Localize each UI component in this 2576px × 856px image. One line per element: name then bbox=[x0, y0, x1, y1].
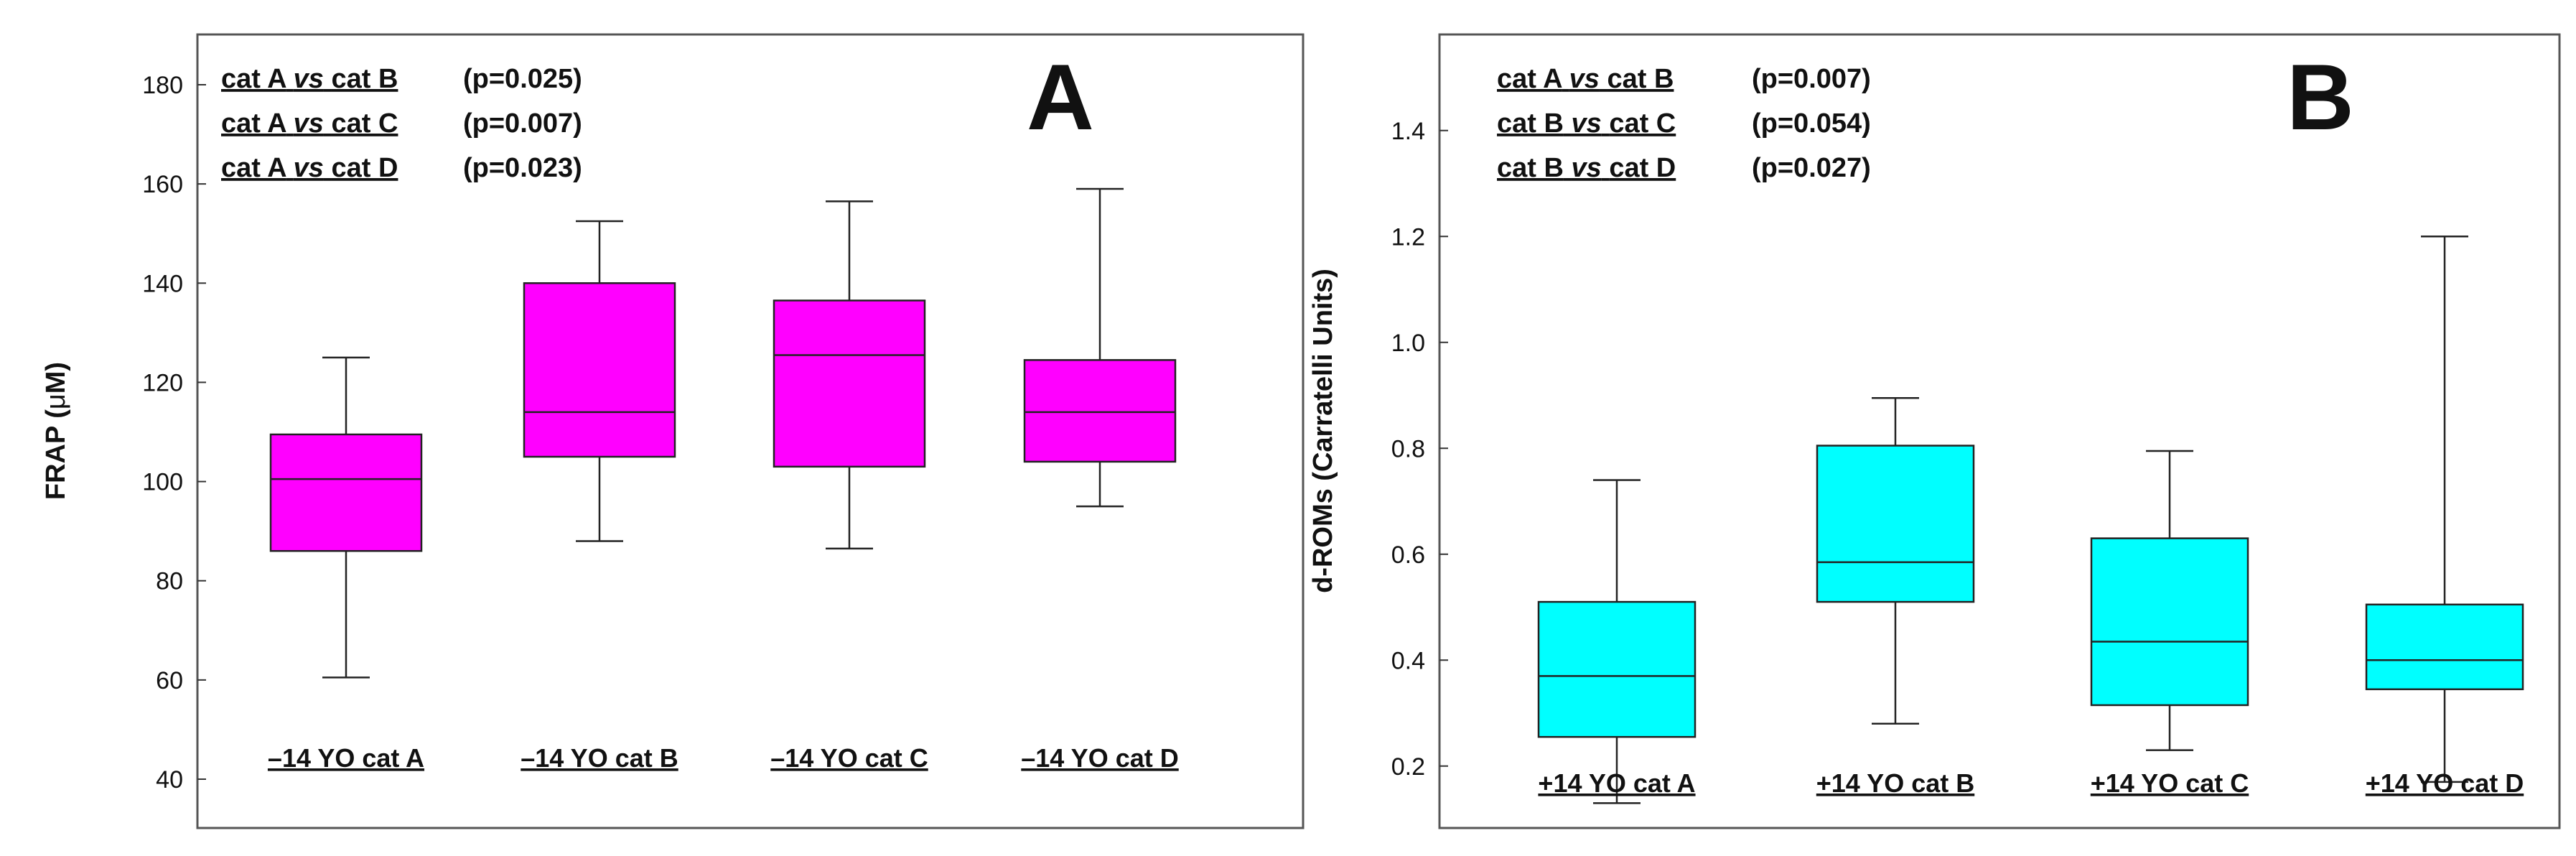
y-tick-label: 1.4 bbox=[1391, 118, 1425, 145]
comparison-vs: vs bbox=[294, 64, 324, 94]
comparison-p-value: (p=0.025) bbox=[463, 64, 582, 94]
y-axis-title-part: FRAP ( bbox=[41, 409, 71, 500]
comparison-line: cat A vs cat B bbox=[221, 64, 398, 94]
comparison-line: cat A vs cat B bbox=[1497, 64, 1674, 94]
y-axis-title: FRAP (μM) bbox=[41, 362, 71, 500]
comparison-group-2: cat B bbox=[332, 64, 398, 94]
y-tick-label: 100 bbox=[142, 469, 183, 496]
comparison-vs: vs bbox=[1571, 108, 1601, 139]
category-label: –14 YO cat D bbox=[1021, 743, 1178, 773]
box-group-1: –14 YO cat A bbox=[268, 356, 424, 773]
comparison-group-1: cat B bbox=[1497, 108, 1564, 139]
panel-B: 0.00.20.40.60.81.01.21.4d-ROMs (Carratel… bbox=[1308, 33, 2561, 829]
plot-frame bbox=[196, 33, 1305, 829]
comparison-group-1: cat A bbox=[1497, 64, 1562, 94]
comparison-line: cat B vs cat D bbox=[1497, 153, 1676, 183]
comparison-group-2: cat C bbox=[332, 108, 398, 139]
comparison-space bbox=[1562, 64, 1569, 94]
y-tick-label: 1.0 bbox=[1391, 330, 1425, 357]
panel-letter: A bbox=[1027, 45, 1094, 149]
comparison-space bbox=[324, 64, 332, 94]
box-group-4: +14 YO cat D bbox=[2365, 236, 2524, 798]
plot-frame bbox=[1438, 33, 2561, 829]
category-label: –14 YO cat B bbox=[521, 743, 678, 773]
comparison-space bbox=[1564, 153, 1572, 183]
box-iqr bbox=[773, 299, 926, 468]
comparison-group-2: cat D bbox=[332, 153, 398, 183]
comparison-space bbox=[1600, 64, 1607, 94]
category-label: –14 YO cat C bbox=[770, 743, 928, 773]
y-tick-label: 160 bbox=[142, 171, 183, 198]
box-iqr bbox=[1023, 359, 1177, 463]
comparison-space bbox=[286, 108, 294, 139]
comparison-space bbox=[286, 153, 294, 183]
y-tick-label: 80 bbox=[156, 568, 183, 595]
box-group-3: –14 YO cat C bbox=[770, 200, 928, 773]
comparison-group-2: cat D bbox=[1609, 153, 1676, 183]
comparison-space bbox=[286, 64, 294, 94]
y-axis-title-part: M) bbox=[41, 362, 71, 394]
category-label: +14 YO cat B bbox=[1816, 768, 1974, 798]
y-tick-label: 60 bbox=[156, 667, 183, 694]
comparison-p-value: (p=0.007) bbox=[1752, 64, 1871, 94]
comparison-group-2: cat B bbox=[1607, 64, 1674, 94]
y-tick-label: 140 bbox=[142, 270, 183, 297]
category-label: –14 YO cat A bbox=[268, 743, 424, 773]
box-iqr bbox=[1537, 600, 1697, 738]
comparison-group-1: cat A bbox=[221, 153, 286, 183]
y-tick-label: 0.8 bbox=[1391, 435, 1425, 462]
box-iqr bbox=[2365, 603, 2524, 691]
y-axis-title: d-ROMs (Carratelli Units) bbox=[1308, 269, 1338, 593]
comparison-vs: vs bbox=[294, 108, 324, 139]
y-tick-label: 40 bbox=[156, 766, 183, 794]
panel-letter: B bbox=[2287, 45, 2354, 149]
category-label: +14 YO cat C bbox=[2091, 768, 2249, 798]
box-iqr bbox=[523, 282, 676, 458]
comparison-vs: vs bbox=[1569, 64, 1600, 94]
comparison-space bbox=[1602, 153, 1610, 183]
box-iqr bbox=[269, 433, 423, 552]
y-tick-label: 120 bbox=[142, 369, 183, 396]
comparison-p-value: (p=0.023) bbox=[463, 153, 582, 183]
comparison-line: cat A vs cat C bbox=[221, 108, 398, 139]
comparison-p-value: (p=0.054) bbox=[1752, 108, 1871, 139]
comparison-vs: vs bbox=[294, 153, 324, 183]
comparison-group-1: cat B bbox=[1497, 153, 1564, 183]
comparison-p-value: (p=0.007) bbox=[463, 108, 582, 139]
box-iqr bbox=[1816, 445, 1975, 603]
box-group-4: –14 YO cat D bbox=[1021, 187, 1179, 773]
comparison-line: cat B vs cat C bbox=[1497, 108, 1676, 139]
comparison-p-value: (p=0.027) bbox=[1752, 153, 1871, 183]
comparison-space bbox=[324, 108, 332, 139]
category-label: +14 YO cat D bbox=[2366, 768, 2524, 798]
y-tick-label: 0.4 bbox=[1391, 647, 1425, 674]
y-tick-label: 0.2 bbox=[1391, 753, 1425, 781]
y-tick-label: 1.2 bbox=[1391, 223, 1425, 251]
box-group-1: +14 YO cat A bbox=[1537, 479, 1697, 804]
box-group-2: –14 YO cat B bbox=[521, 220, 678, 773]
comparison-vs: vs bbox=[1571, 153, 1601, 183]
y-tick-label: 180 bbox=[142, 72, 183, 99]
category-label: +14 YO cat A bbox=[1538, 768, 1695, 798]
box-iqr bbox=[2090, 537, 2249, 707]
y-tick-label: 0.6 bbox=[1391, 541, 1425, 569]
comparison-line: cat A vs cat D bbox=[221, 153, 398, 183]
box-group-2: +14 YO cat B bbox=[1816, 396, 1975, 798]
comparison-space bbox=[1602, 108, 1610, 139]
comparison-space bbox=[324, 153, 332, 183]
box-group-3: +14 YO cat C bbox=[2090, 450, 2249, 798]
y-axis-title-part: μ bbox=[41, 394, 71, 409]
comparison-group-1: cat A bbox=[221, 108, 286, 139]
comparison-group-1: cat A bbox=[221, 64, 286, 94]
comparison-space bbox=[1564, 108, 1572, 139]
comparison-group-2: cat C bbox=[1609, 108, 1676, 139]
